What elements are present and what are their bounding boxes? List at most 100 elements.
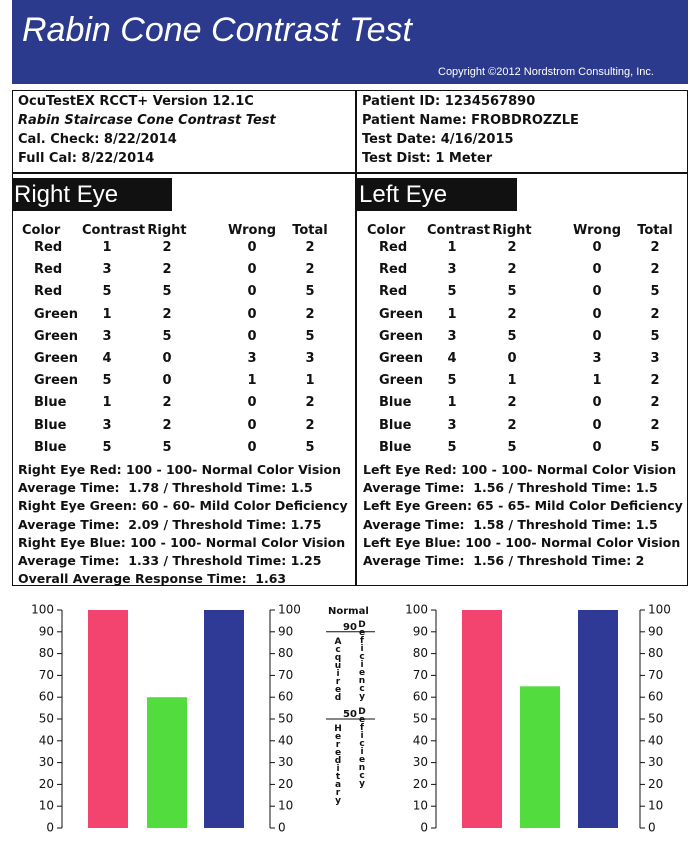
table-cell: 2 (507, 262, 517, 278)
bar (462, 610, 502, 828)
table-cell: 0 (592, 306, 602, 322)
eye-title: Right Eye (14, 181, 119, 208)
y2-tick-label: 40 (278, 733, 293, 747)
table-cell: 0 (247, 417, 257, 433)
table-cell: 1 (447, 240, 457, 255)
table-cell: 2 (507, 306, 517, 322)
table-cell: 1 (247, 373, 257, 389)
table-cell: 2 (650, 373, 660, 389)
table-cell: 2 (507, 240, 517, 255)
column-header: Total (292, 223, 328, 238)
y2-tick-label: 20 (278, 777, 293, 791)
threshold-label: 90 (343, 622, 357, 633)
column-divider (355, 90, 357, 586)
table-cell: 4 (447, 351, 457, 366)
table-cell: 0 (592, 395, 602, 411)
table-cell: 5 (447, 439, 457, 455)
bar (204, 610, 244, 828)
table-cell: 0 (247, 284, 257, 300)
summary-line: Right Eye Red: 100 - 100- Normal Color V… (18, 462, 342, 477)
y-tick-label: 0 (420, 821, 428, 835)
table-cell: 2 (162, 395, 172, 411)
table-cell: 0 (592, 439, 602, 455)
table-cell: 3 (247, 351, 257, 366)
report-frame (12, 90, 688, 586)
table-cell: Green (379, 306, 423, 322)
table-cell: 2 (305, 306, 315, 322)
y2-tick-label: 10 (648, 799, 663, 813)
y-tick-label: 100 (405, 603, 428, 617)
column-header: Right (147, 223, 187, 238)
table-cell: 5 (305, 328, 315, 344)
column-header: Color (22, 223, 61, 238)
y-tick-label: 10 (39, 799, 54, 813)
y-tick-label: 50 (413, 712, 428, 726)
table-cell: 5 (102, 439, 112, 455)
y-tick-label: 90 (413, 624, 428, 638)
table-cell: 2 (162, 306, 172, 322)
scale-label: Deficiency (357, 707, 367, 787)
y-tick-label: 100 (31, 603, 54, 617)
table-cell: Blue (34, 395, 67, 411)
summary-line: Average Time: 1.56 / Threshold Time: 2 (363, 553, 645, 568)
scale-label: Acquired (333, 636, 343, 701)
bar (88, 610, 128, 828)
table-cell: Red (34, 284, 63, 300)
y-tick-label: 30 (413, 755, 428, 769)
y-tick-label: 40 (413, 733, 428, 747)
table-cell: 2 (305, 395, 315, 411)
summary-line: Average Time: 1.56 / Threshold Time: 1.5 (363, 480, 658, 496)
scale-label: Hereditary (333, 724, 343, 804)
summary-line: Right Eye Green: 60 - 60- Mild Color Def… (18, 498, 348, 514)
table-cell: 5 (162, 439, 172, 455)
table-cell: 2 (650, 417, 660, 433)
table-cell: 0 (592, 240, 602, 255)
table-cell: 2 (650, 306, 660, 322)
table-cell: 2 (650, 395, 660, 411)
table-cell: 1 (507, 373, 517, 389)
column-header: Contrast (427, 223, 491, 238)
y2-tick-label: 30 (648, 755, 663, 769)
y-tick-label: 20 (413, 777, 428, 791)
y-tick-label: 80 (39, 646, 54, 660)
y2-tick-label: 100 (648, 603, 671, 617)
table-cell: 5 (650, 328, 660, 344)
summary-line: Average Time: 1.33 / Threshold Time: 1.2… (18, 553, 322, 568)
column-header: Total (637, 223, 673, 238)
table-cell: 0 (247, 240, 257, 255)
table-cell: 5 (162, 328, 172, 344)
info-line: OcuTestEX RCCT+ Version 12.1C (18, 94, 254, 109)
y2-tick-label: 100 (278, 603, 301, 617)
table-cell: 5 (162, 284, 172, 300)
table-cell: 5 (650, 439, 660, 455)
table-cell: 3 (447, 417, 457, 433)
bar (578, 610, 618, 828)
table-cell: 5 (507, 439, 517, 455)
bar (147, 697, 187, 828)
table-cell: 5 (447, 284, 457, 300)
table-cell: 0 (592, 284, 602, 300)
table-cell: 0 (507, 351, 517, 366)
eye-title-bar (12, 178, 172, 211)
y-tick-label: 40 (39, 733, 54, 747)
summary-line: Left Eye Green: 65 - 65- Mild Color Defi… (363, 498, 683, 514)
header-band (12, 0, 688, 84)
table-cell: Green (379, 328, 423, 344)
table-cell: 0 (162, 373, 172, 389)
table-cell: 2 (507, 417, 517, 433)
table-cell: 0 (592, 262, 602, 278)
table-cell: 0 (247, 328, 257, 344)
y-tick-label: 70 (413, 668, 428, 682)
table-cell: 2 (305, 417, 315, 433)
table-cell: 3 (650, 351, 660, 366)
table-cell: Red (379, 284, 408, 300)
info-divider (12, 172, 688, 174)
column-header: Right (492, 223, 532, 238)
y2-tick-label: 0 (278, 821, 286, 835)
y2-tick-label: 60 (648, 690, 663, 704)
y-tick-label: 20 (39, 777, 54, 791)
table-cell: 2 (305, 262, 315, 278)
table-cell: 1 (447, 306, 457, 322)
summary-line: Left Eye Red: 100 - 100- Normal Color Vi… (363, 462, 677, 477)
table-cell: 2 (162, 262, 172, 278)
